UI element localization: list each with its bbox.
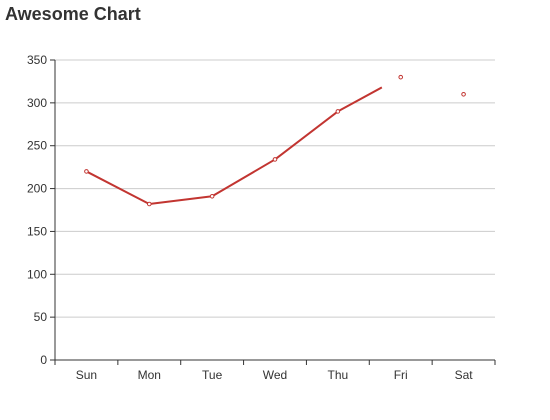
y-gridlines	[55, 59, 495, 318]
y-tick-label: 50	[34, 310, 48, 324]
x-tick-label: Fri	[394, 368, 408, 382]
axes	[54, 60, 495, 361]
y-tick-label: 150	[27, 224, 47, 238]
chart-title: Awesome Chart	[5, 4, 141, 24]
series-layer	[84, 74, 466, 207]
y-tick-label: 250	[27, 139, 47, 153]
data-point	[398, 74, 404, 80]
y-tick-label: 350	[27, 53, 47, 67]
data-point	[84, 169, 89, 174]
y-axis-ticks: 0 50 100 150 200 250 300 350	[27, 53, 55, 367]
x-tick-label: Sun	[76, 368, 97, 382]
x-tick-label: Wed	[263, 368, 287, 382]
x-tick-label: Sat	[455, 368, 474, 382]
data-point	[272, 157, 278, 162]
y-tick-label: 300	[27, 96, 47, 110]
x-axis-ticks: Sun Mon Tue Wed Thu Fri Sat	[54, 360, 496, 382]
y-tick-label: 200	[27, 182, 47, 196]
y-tick-label: 100	[27, 267, 47, 281]
data-point	[461, 91, 466, 97]
data-point	[335, 109, 341, 114]
data-point	[209, 193, 215, 199]
data-point	[146, 201, 152, 207]
series-line	[85, 86, 383, 205]
y-tick-label: 0	[40, 353, 47, 367]
x-tick-label: Tue	[202, 368, 223, 382]
x-tick-label: Mon	[138, 368, 161, 382]
x-tick-label: Thu	[328, 368, 349, 382]
